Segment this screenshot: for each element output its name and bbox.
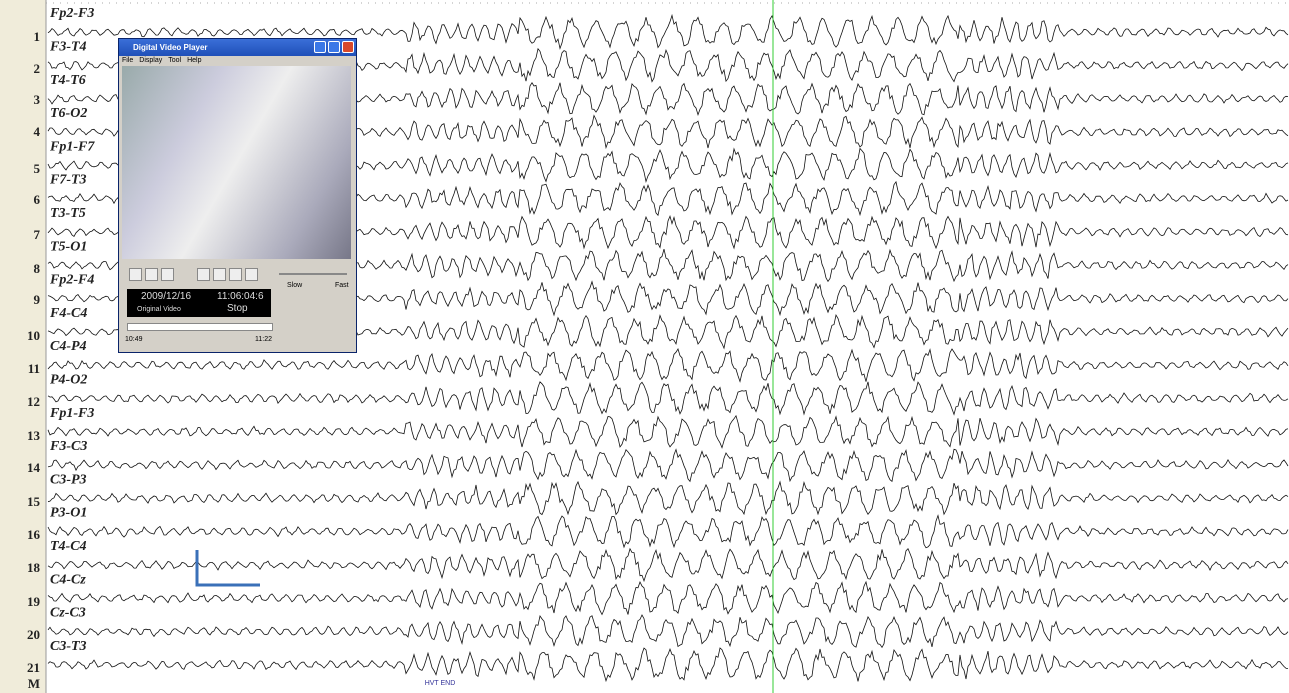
fast-play-button[interactable] xyxy=(145,268,158,281)
title-bar: Digital Video Player xyxy=(119,39,356,56)
channel-label: T4-T6 xyxy=(50,73,86,88)
channel-label: F3-T4 xyxy=(49,40,87,55)
channel-label: P4-O2 xyxy=(50,373,87,388)
menu-bar: File Display Tool Help xyxy=(119,56,356,65)
eeg-trace xyxy=(48,648,1288,681)
channel-number: 11 xyxy=(28,361,40,376)
position-slider[interactable] xyxy=(127,323,273,331)
start-time: 10:49 xyxy=(125,336,143,343)
video-player[interactable]: Digital Video Player File Display Tool Help… xyxy=(118,38,357,353)
stop-button[interactable] xyxy=(161,268,174,281)
video-frame xyxy=(122,66,351,259)
channel-number: 13 xyxy=(27,428,41,443)
slow-label: Slow xyxy=(287,282,302,289)
channel-number: 5 xyxy=(34,161,41,176)
player-title: Digital Video Player xyxy=(133,43,208,52)
channel-label: F3-C3 xyxy=(49,439,87,454)
time: 11:06:04:6 xyxy=(217,291,264,302)
menu-item[interactable]: Display xyxy=(139,57,162,64)
rewind-button[interactable] xyxy=(197,268,210,281)
step-back-button[interactable] xyxy=(213,268,226,281)
time-display: 2009/12/16 11:06:04:6 Original Video Sto… xyxy=(127,289,271,317)
menu-item[interactable]: File xyxy=(122,57,133,64)
channel-label: P3-O1 xyxy=(50,506,87,521)
channel-label: T5-O1 xyxy=(50,239,87,254)
date: 2009/12/16 xyxy=(141,291,191,302)
channel-number: 19 xyxy=(27,594,41,609)
eeg-trace xyxy=(48,516,1288,548)
channel-number: 20 xyxy=(27,627,40,642)
channel-label: T4-C4 xyxy=(50,539,87,554)
channel-label: F4-C4 xyxy=(49,306,87,321)
eeg-trace xyxy=(48,416,1288,448)
eeg-trace xyxy=(48,449,1288,481)
channel-label: Fp2-F3 xyxy=(49,6,94,21)
channel-label: F7-T3 xyxy=(49,173,87,188)
channel-label: C4-Cz xyxy=(50,572,86,587)
channel-number: 16 xyxy=(27,527,41,542)
channel-number: 12 xyxy=(27,394,40,409)
step-forward-button[interactable] xyxy=(229,268,242,281)
scale-marker xyxy=(197,550,260,585)
end-time: 11:22 xyxy=(255,336,272,343)
channel-number: 9 xyxy=(34,292,41,307)
channel-label: C4-P4 xyxy=(50,339,87,354)
channel-number: 8 xyxy=(34,261,41,276)
channel-label: Cz-C3 xyxy=(50,606,86,621)
channel-number: 6 xyxy=(34,192,41,207)
status: Stop xyxy=(227,303,248,314)
eeg-trace xyxy=(48,382,1288,415)
channel-number: 21 xyxy=(27,660,40,675)
channel-label: C3-P3 xyxy=(50,472,87,487)
channel-number: 7 xyxy=(34,227,41,242)
channel-number: 3 xyxy=(34,92,41,107)
channel-number: M xyxy=(28,676,40,691)
channel-label: Fp1-F3 xyxy=(49,406,94,421)
channel-number: 1 xyxy=(34,29,41,44)
channel-number: 14 xyxy=(27,460,41,475)
speed-slider[interactable] xyxy=(279,273,347,275)
forward-button[interactable] xyxy=(245,268,258,281)
eeg-trace xyxy=(48,349,1288,382)
source: Original Video xyxy=(137,306,181,313)
menu-item[interactable]: Tool xyxy=(168,57,181,64)
channel-number: 15 xyxy=(27,494,41,509)
fast-label: Fast xyxy=(335,282,349,289)
channel-number: 2 xyxy=(34,61,41,76)
channel-label: T3-T5 xyxy=(50,206,86,221)
eeg-trace xyxy=(48,482,1288,515)
channel-number: 18 xyxy=(27,560,41,575)
eeg-trace xyxy=(48,582,1288,615)
channel-number: 4 xyxy=(34,124,41,139)
play-button[interactable] xyxy=(129,268,142,281)
eeg-trace xyxy=(48,615,1288,647)
eeg-window: Fp2-F3 F3-T4 T4-T6 T6-O2 Fp1-F7 F7-T3 T3-T5 T5-… xyxy=(0,0,1289,693)
channel-label: T6-O2 xyxy=(50,106,87,121)
eeg-trace xyxy=(48,549,1288,581)
channel-label: Fp2-F4 xyxy=(49,273,94,288)
annotation: HVT END xyxy=(425,680,456,687)
channel-label: C3-T3 xyxy=(50,639,87,654)
channel-number: 10 xyxy=(27,328,40,343)
menu-item[interactable]: Help xyxy=(187,57,201,64)
channel-label: Fp1-F7 xyxy=(49,139,95,154)
